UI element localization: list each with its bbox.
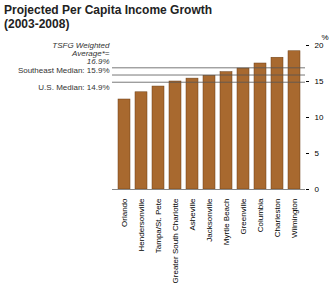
svg-text:U.S. Median: 14.9%: U.S. Median: 14.9% xyxy=(38,83,109,92)
svg-text:15: 15 xyxy=(315,77,324,86)
svg-text:Orlando: Orlando xyxy=(120,198,129,227)
svg-text:Wilmington: Wilmington xyxy=(290,199,299,239)
svg-text:Myrtle Beach: Myrtle Beach xyxy=(222,199,231,246)
svg-text:20: 20 xyxy=(315,41,324,50)
svg-text:Asheville: Asheville xyxy=(188,198,197,231)
svg-text:0: 0 xyxy=(315,185,320,194)
svg-text:Southeast Median: 15.9%: Southeast Median: 15.9% xyxy=(18,66,110,75)
svg-text:Charleston: Charleston xyxy=(273,199,282,238)
svg-text:10: 10 xyxy=(315,113,324,122)
html-text:Projected Per Capita Income Gr: Projected Per Capita Income Growth (2003… xyxy=(4,3,213,31)
svg-text:Jacksonville: Jacksonville xyxy=(205,198,214,242)
svg-text:Tampa/St. Pete: Tampa/St. Pete xyxy=(154,198,163,253)
svg-text:Hendersonville: Hendersonville xyxy=(137,198,146,251)
svg-text:Columbia: Columbia xyxy=(256,198,265,232)
svg-text:Greenville: Greenville xyxy=(239,198,248,235)
svg-text:TSFG WeightedAverage*=16.9%: TSFG WeightedAverage*=16.9% xyxy=(52,41,110,66)
svg-text:%: % xyxy=(321,33,328,42)
svg-text:Greater South Charlotte: Greater South Charlotte xyxy=(171,198,180,283)
svg-text:5: 5 xyxy=(315,149,320,158)
